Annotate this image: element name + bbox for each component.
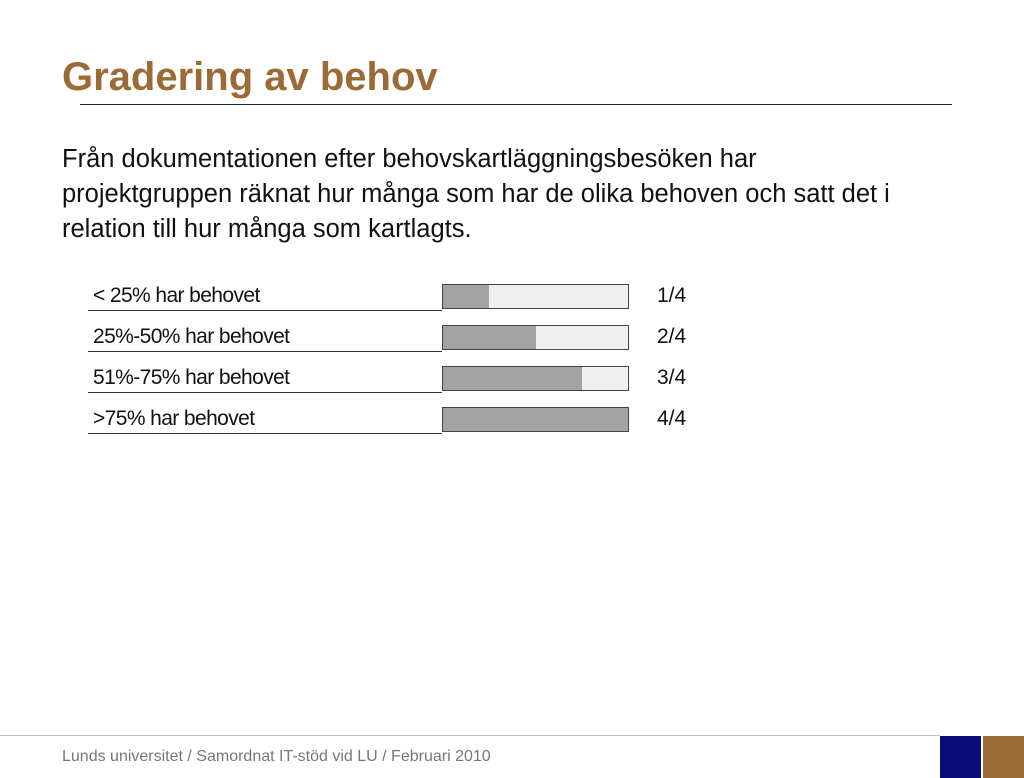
need-level-bar-fill bbox=[443, 367, 582, 390]
need-level-bar-fill bbox=[443, 285, 490, 308]
need-level-bar bbox=[442, 284, 629, 309]
need-level-bar bbox=[442, 325, 629, 350]
need-level-bar bbox=[442, 366, 629, 391]
need-level-fraction: 1/4 bbox=[657, 284, 687, 307]
footer-text: Lunds universitet / Samordnat IT-stöd vi… bbox=[62, 748, 491, 765]
footer-blue-square bbox=[940, 736, 981, 778]
title-divider bbox=[80, 104, 952, 105]
need-level-bar-fill bbox=[443, 408, 628, 431]
need-level-bar bbox=[442, 407, 629, 432]
need-level-label: 51%-75% har behovet bbox=[93, 366, 290, 389]
body-paragraph: Från dokumentationen efter behovskartläg… bbox=[62, 145, 890, 243]
need-level-row: >75% har behovet 4/4 bbox=[88, 404, 708, 445]
footer-divider bbox=[0, 735, 940, 736]
level-underline bbox=[88, 433, 442, 434]
need-level-label: < 25% har behovet bbox=[93, 284, 260, 307]
need-level-label: 25%-50% har behovet bbox=[93, 325, 290, 348]
need-level-fraction: 3/4 bbox=[657, 366, 687, 389]
need-level-fraction: 2/4 bbox=[657, 325, 687, 348]
level-underline bbox=[88, 351, 442, 352]
need-level-row: < 25% har behovet 1/4 bbox=[88, 281, 708, 322]
need-level-row: 51%-75% har behovet 3/4 bbox=[88, 363, 708, 404]
footer-brown-square bbox=[983, 736, 1024, 778]
need-level-row: 25%-50% har behovet 2/4 bbox=[88, 322, 708, 363]
need-levels-list: < 25% har behovet 1/4 25%-50% har behove… bbox=[88, 281, 708, 445]
need-level-fraction: 4/4 bbox=[657, 407, 687, 430]
slide-title: Gradering av behov bbox=[62, 55, 438, 99]
level-underline bbox=[88, 310, 442, 311]
need-level-bar-fill bbox=[443, 326, 536, 349]
need-level-label: >75% har behovet bbox=[93, 407, 255, 430]
level-underline bbox=[88, 392, 442, 393]
